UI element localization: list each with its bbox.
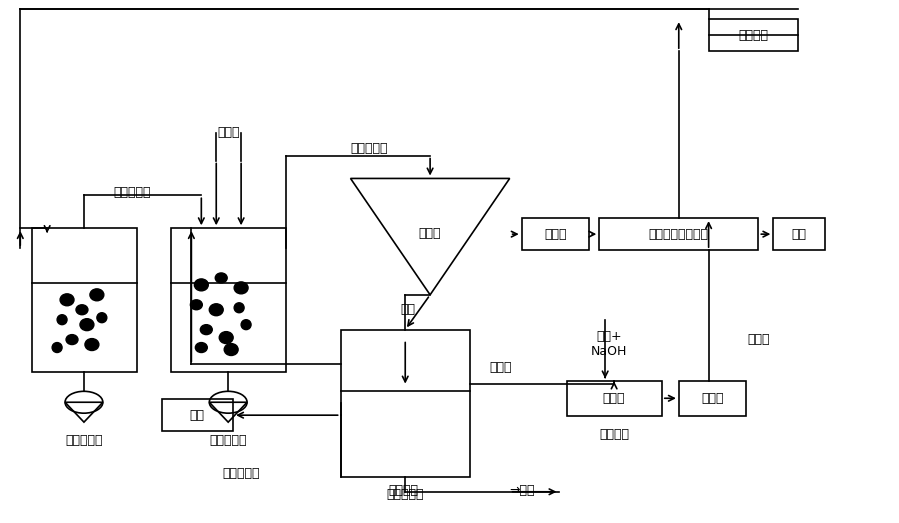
- Text: 甲烷: 甲烷: [190, 408, 205, 422]
- Ellipse shape: [58, 315, 67, 325]
- Bar: [567, 381, 662, 416]
- Text: 活化后污泥: 活化后污泥: [113, 186, 150, 199]
- Text: 沉淀池: 沉淀池: [419, 226, 441, 240]
- Ellipse shape: [194, 279, 209, 291]
- Ellipse shape: [234, 303, 245, 313]
- Text: 厌氧消化池: 厌氧消化池: [387, 488, 424, 501]
- Bar: [162, 399, 233, 431]
- Ellipse shape: [80, 319, 93, 331]
- Text: 结晶池: 结晶池: [603, 392, 626, 405]
- Ellipse shape: [200, 325, 212, 335]
- Bar: [521, 218, 589, 250]
- Text: 鸟粪石: 鸟粪石: [701, 392, 724, 405]
- Text: 污泥吸附池: 污泥吸附池: [209, 434, 247, 447]
- Ellipse shape: [215, 273, 227, 283]
- Text: 泥水混合液: 泥水混合液: [351, 142, 388, 155]
- Ellipse shape: [66, 335, 78, 345]
- Text: →外排: →外排: [510, 484, 535, 497]
- Bar: [679, 381, 746, 416]
- Text: 上清液: 上清液: [544, 228, 566, 241]
- Bar: [32, 228, 137, 372]
- Text: 剩余污泥: 剩余污泥: [738, 29, 769, 42]
- Text: 污泥活化池: 污泥活化池: [66, 434, 102, 447]
- Text: 回收有机物: 回收有机物: [222, 468, 260, 480]
- Text: 上清液: 上清液: [747, 333, 770, 346]
- Bar: [341, 329, 470, 477]
- Ellipse shape: [219, 332, 233, 344]
- Text: 镁盐+
NaOH: 镁盐+ NaOH: [591, 329, 628, 358]
- Bar: [708, 19, 798, 51]
- Text: 污泥: 污泥: [400, 303, 415, 316]
- Ellipse shape: [76, 305, 88, 315]
- Text: 回收氮磷: 回收氮磷: [599, 428, 629, 440]
- Ellipse shape: [90, 289, 104, 301]
- Ellipse shape: [191, 300, 202, 310]
- Bar: [600, 218, 759, 250]
- Ellipse shape: [52, 343, 62, 353]
- Text: 上清液: 上清液: [490, 361, 512, 374]
- Ellipse shape: [85, 338, 99, 350]
- Ellipse shape: [224, 344, 238, 356]
- Text: 剩余污泥: 剩余污泥: [388, 484, 418, 497]
- Ellipse shape: [209, 304, 223, 316]
- Ellipse shape: [60, 294, 74, 306]
- Ellipse shape: [97, 313, 107, 323]
- Text: 传统污水处理系统: 传统污水处理系统: [649, 228, 708, 241]
- Ellipse shape: [234, 282, 248, 294]
- Text: 原污水: 原污水: [217, 126, 239, 139]
- Text: 出水: 出水: [792, 228, 806, 241]
- Bar: [172, 228, 286, 372]
- Ellipse shape: [241, 320, 251, 329]
- Ellipse shape: [195, 343, 208, 353]
- Bar: [773, 218, 825, 250]
